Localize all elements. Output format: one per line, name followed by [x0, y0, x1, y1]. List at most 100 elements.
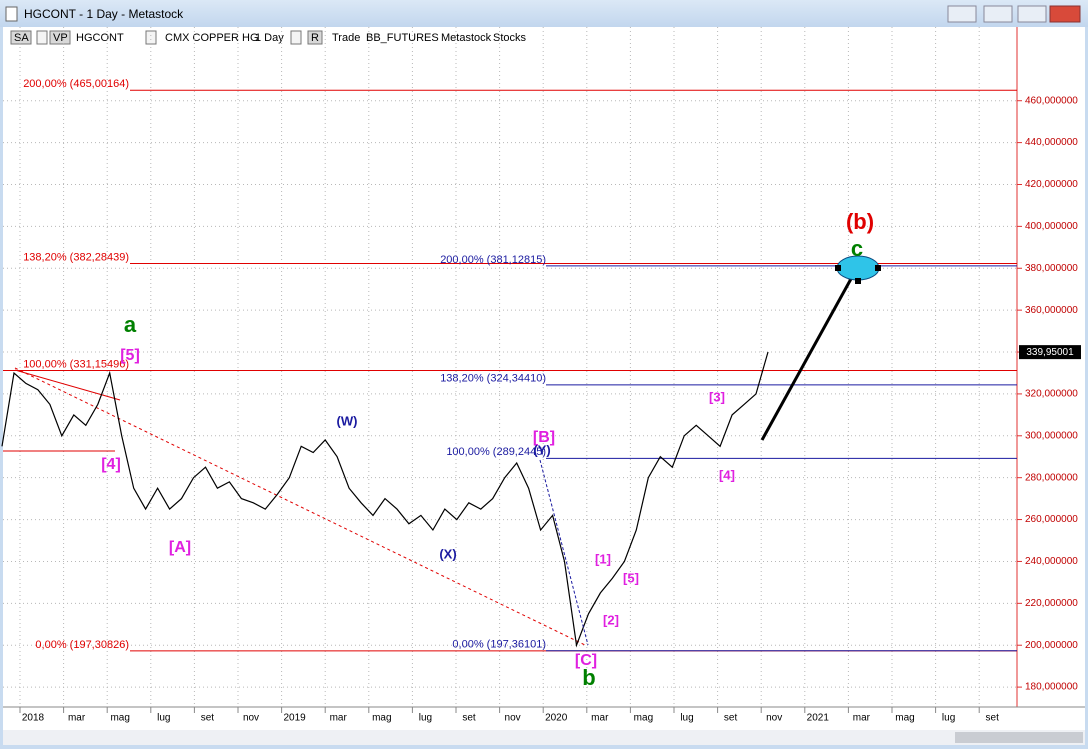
- wave-label: [1]: [595, 551, 611, 566]
- x-tick-label: mag: [634, 713, 653, 724]
- y-tick-label: 360,000000: [1025, 305, 1078, 316]
- toolbar-button[interactable]: [10, 30, 32, 45]
- last-price-box: [1019, 345, 1081, 360]
- fib-label: 138,20% (324,34410): [440, 373, 546, 385]
- minimize-button[interactable]: [983, 5, 1013, 23]
- x-tick-label: set: [986, 713, 1000, 724]
- x-tick-label: mar: [68, 713, 86, 724]
- x-tick-label: set: [462, 713, 476, 724]
- wave-label: [2]: [603, 612, 619, 627]
- projection-arrow: [760, 267, 859, 441]
- y-tick-label: 320,000000: [1025, 389, 1078, 400]
- wave-label: [B]: [533, 429, 555, 446]
- toolbar-button[interactable]: [49, 30, 71, 45]
- x-tick-label: 2020: [545, 713, 568, 724]
- wave-label: [4]: [719, 467, 735, 482]
- y-tick-label: 420,000000: [1025, 179, 1078, 190]
- wave-label: [3]: [709, 389, 725, 404]
- toolbar-item[interactable]: VP: [53, 32, 68, 44]
- toolbar: SA VP HGCONT CMX COPPER HG1 Day R Trade BB_FUT…: [10, 30, 527, 45]
- x-tick-label: nov: [766, 713, 782, 724]
- y-tick-label: 280,000000: [1025, 472, 1078, 483]
- x-tick-label: mag: [110, 713, 129, 724]
- x-tick-label: lug: [157, 713, 170, 724]
- x-tick-label: lug: [942, 713, 955, 724]
- wave-label: c: [851, 236, 863, 261]
- price-line: [1, 351, 769, 648]
- x-tick-label: mar: [853, 713, 871, 724]
- y-tick-label: 460,000000: [1025, 95, 1078, 106]
- toolbar-button[interactable]: [307, 30, 323, 45]
- x-tick-label: 2021: [807, 713, 830, 724]
- dropdown-arrow[interactable]: [290, 30, 302, 45]
- wave-label: [A]: [169, 539, 191, 556]
- wave-label: a: [124, 312, 137, 337]
- x-tick-label: mag: [372, 713, 391, 724]
- toolbar-item[interactable]: 1 Day: [255, 32, 284, 44]
- toolbar-item[interactable]: HGCONT: [76, 32, 124, 44]
- y-tick-label: 380,000000: [1025, 263, 1078, 274]
- fib-label: 138,20% (382,28439): [23, 251, 129, 263]
- x-tick-label: lug: [419, 713, 432, 724]
- fib-label: 0,00% (197,30826): [35, 639, 129, 651]
- y-tick-label: 400,000000: [1025, 221, 1078, 232]
- wave-label: [4]: [101, 456, 121, 473]
- handle: [875, 265, 881, 271]
- y-tick-label: 200,000000: [1025, 640, 1078, 651]
- fib-label: 200,00% (465,00164): [23, 78, 129, 90]
- handle: [835, 265, 841, 271]
- fib-label: 100,00% (289,2445): [446, 446, 546, 458]
- handle: [855, 278, 861, 284]
- wedge-line: [14, 369, 121, 401]
- x-tick-label: lug: [680, 713, 693, 724]
- wave-label: (X): [439, 546, 456, 561]
- toolbar-item[interactable]: R: [311, 32, 319, 44]
- wave-label: [5]: [120, 347, 140, 364]
- app-icon: [5, 6, 18, 22]
- fib-label: 0,00% (197,36101): [452, 639, 546, 651]
- y-tick-label: 260,000000: [1025, 514, 1078, 525]
- chart-panel: [3, 27, 1085, 730]
- y-tick-label: 440,000000: [1025, 137, 1078, 148]
- maximize-button[interactable]: [1017, 5, 1047, 23]
- toolbar-item[interactable]: Trade: [332, 32, 360, 44]
- scrollbar[interactable]: [3, 730, 1085, 745]
- wave-label: (Y): [533, 442, 550, 457]
- fib-label: 200,00% (381,12815): [440, 254, 546, 266]
- y-tick-label: 240,000000: [1025, 556, 1078, 567]
- x-tick-label: mar: [591, 713, 609, 724]
- dropdown-arrow[interactable]: [36, 30, 48, 45]
- x-tick-label: 2019: [283, 713, 306, 724]
- toolbar-item[interactable]: Metastock: [441, 32, 492, 44]
- toolbar-item[interactable]: SA: [14, 32, 29, 44]
- x-tick-label: set: [201, 713, 215, 724]
- y-tick-label: 300,000000: [1025, 430, 1078, 441]
- x-tick-label: nov: [505, 713, 521, 724]
- y-tick-label: 220,000000: [1025, 598, 1078, 609]
- toolbar-item[interactable]: CMX COPPER HG: [165, 32, 259, 44]
- window-title: HGCONT - 1 Day - Metastock: [24, 7, 184, 21]
- x-tick-label: set: [724, 713, 738, 724]
- trend-line: [14, 367, 586, 646]
- toolbar-item[interactable]: Stocks: [493, 32, 527, 44]
- fib-label: 100,00% (331,15496): [23, 358, 129, 370]
- x-tick-label: mar: [330, 713, 348, 724]
- wave-label: b: [582, 665, 595, 690]
- wave-label: [5]: [623, 570, 639, 585]
- scroll-thumb[interactable]: [955, 732, 1083, 743]
- dashed-connector: [539, 459, 589, 646]
- y-tick-label: 180,000000: [1025, 682, 1078, 693]
- title-bar: [0, 0, 1088, 27]
- x-tick-label: mag: [895, 713, 914, 724]
- dropdown-arrow[interactable]: [145, 30, 157, 45]
- close-button[interactable]: [1049, 5, 1081, 23]
- x-tick-label: nov: [243, 713, 259, 724]
- toolbar-item[interactable]: BB_FUTURES: [366, 32, 439, 44]
- wave-label: (b): [846, 209, 874, 234]
- wave-label: [C]: [575, 652, 597, 669]
- x-tick-label: 2018: [22, 713, 45, 724]
- wave-label: (W): [337, 413, 358, 428]
- restore-button[interactable]: [947, 5, 977, 23]
- plot: 180,000000 200,000000 220,000000 240,000000…: [1, 27, 1081, 724]
